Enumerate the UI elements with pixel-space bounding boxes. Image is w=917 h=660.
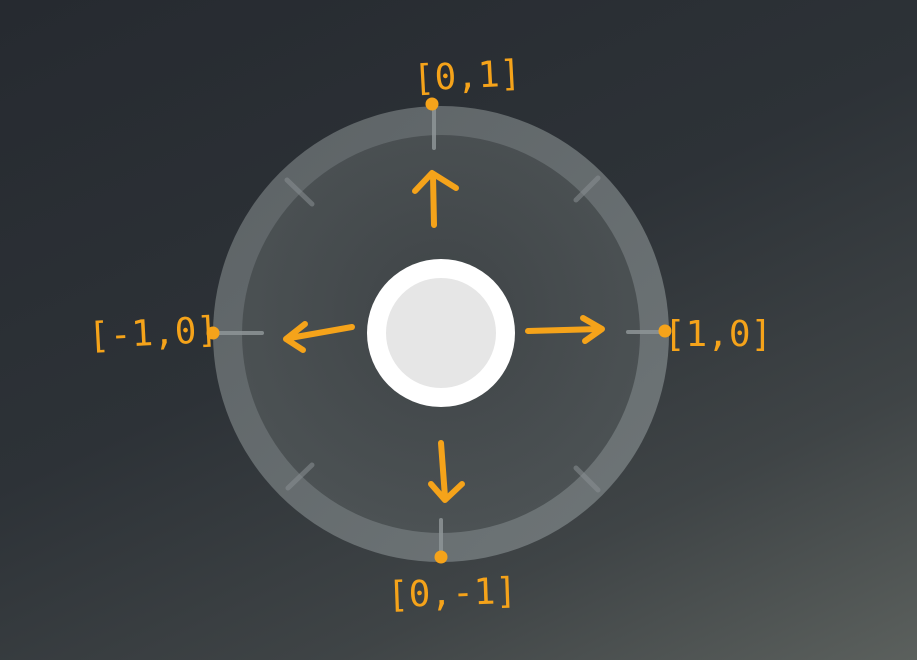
dot-down <box>434 550 448 564</box>
joystick-knob-center <box>386 278 496 388</box>
tick-up-right <box>573 175 601 203</box>
arrow-left-icon <box>283 321 355 353</box>
arrow-right-icon <box>525 315 605 344</box>
dot-right <box>658 324 672 338</box>
label-up: [0,1] <box>412 53 522 100</box>
arrow-down-icon <box>428 440 465 503</box>
tick-down-left <box>285 462 315 491</box>
arrow-up-icon <box>412 170 459 228</box>
label-down: [0,-1] <box>386 571 517 617</box>
diagonal-ticks <box>284 175 601 493</box>
label-right: [1,0] <box>664 314 772 355</box>
dot-up <box>425 97 439 111</box>
tick-down-right <box>573 465 601 493</box>
endpoint-dots <box>206 97 672 564</box>
direction-arrows <box>283 170 605 503</box>
tick-up-left <box>284 177 315 207</box>
label-left: [-1,0] <box>87 310 219 358</box>
dot-left <box>206 326 220 340</box>
